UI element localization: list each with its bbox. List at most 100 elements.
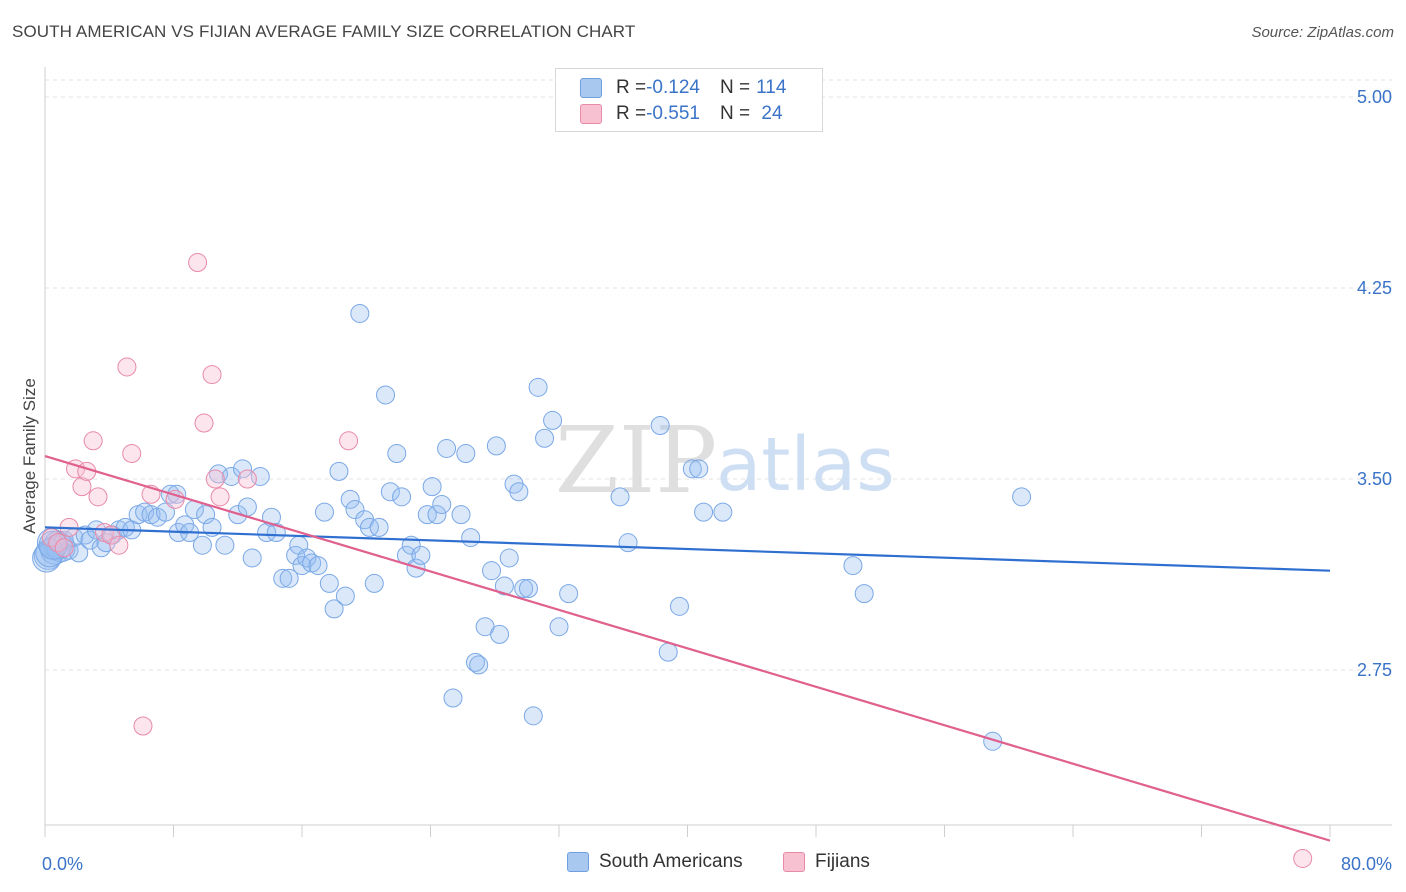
point-south-american [1012, 487, 1032, 507]
point-south-american [669, 596, 689, 616]
point-south-american [350, 303, 370, 323]
point-south-american [266, 522, 286, 542]
point-south-american [549, 617, 569, 637]
point-south-american [155, 502, 175, 522]
point-south-american [329, 461, 349, 481]
point-fijian [202, 365, 222, 385]
legend-r-value: -0.551 [646, 103, 700, 124]
point-south-american [345, 500, 365, 520]
point-south-american [543, 410, 563, 430]
point-south-american [411, 545, 431, 565]
point-south-american [843, 556, 863, 576]
legend-n-value: 114 [756, 77, 787, 98]
point-south-american [535, 428, 555, 448]
y-axis-label: Average Family Size [20, 378, 39, 534]
point-south-american [499, 548, 519, 568]
point-south-american [364, 573, 384, 593]
point-south-american [658, 642, 678, 662]
point-south-american [456, 444, 476, 464]
point-south-american [854, 584, 874, 604]
point-fijian [72, 477, 92, 497]
point-south-american [523, 706, 543, 726]
point-south-american [273, 568, 293, 588]
data-points [32, 253, 1313, 868]
point-south-american [490, 624, 510, 644]
point-south-american [417, 505, 437, 525]
point-south-american [432, 494, 452, 514]
x-tick-label: 80.0% [1341, 854, 1392, 874]
point-south-american [494, 576, 514, 596]
point-fijian [188, 253, 208, 273]
y-tick-label: 5.00 [1357, 87, 1392, 107]
point-south-american [380, 482, 400, 502]
point-south-american [196, 505, 216, 525]
point-south-american [461, 528, 481, 548]
point-south-american [469, 655, 489, 675]
point-fijian [165, 489, 185, 509]
point-south-american [682, 459, 702, 479]
point-south-american [482, 561, 502, 581]
legend-row-fijians: R = -0.551 N = 24 [580, 101, 783, 127]
point-south-american [618, 533, 638, 553]
point-south-american [286, 545, 306, 565]
point-south-american [233, 459, 253, 479]
legend-r-label: R = [616, 77, 647, 98]
point-south-american [427, 505, 447, 525]
source-credit: Source: ZipAtlas.com [1251, 24, 1394, 41]
point-south-american [319, 573, 339, 593]
point-south-american [518, 579, 538, 599]
series-swatch-pink [783, 852, 805, 872]
point-south-american [242, 548, 262, 568]
legend-n-label: N = [719, 77, 751, 98]
series-legend-south-americans: South Americans [567, 851, 743, 873]
point-south-american [451, 505, 471, 525]
point-south-american [340, 489, 360, 509]
gridlines [45, 79, 1392, 671]
point-fijian [210, 487, 230, 507]
point-fijian [109, 535, 129, 555]
point-fijian [194, 413, 214, 433]
point-fijian [48, 533, 68, 553]
legend-r-value: -0.124 [646, 77, 700, 98]
point-south-american [528, 377, 548, 397]
point-fijian [117, 357, 137, 377]
point-south-american [69, 543, 89, 563]
axes [44, 67, 1392, 837]
point-south-american [376, 385, 396, 405]
axis-labels: 5.00 4.25 3.50 2.75 0.0% 80.0% Average Family … [20, 87, 1392, 874]
point-south-american [486, 436, 506, 456]
point-fijian [237, 469, 257, 489]
series-swatch-blue [567, 852, 589, 872]
point-south-american [650, 416, 670, 436]
point-fijian [1293, 848, 1313, 868]
stats-legend: R = -0.124 N = 114 R = -0.551 N = 24 [555, 68, 823, 132]
y-tick-label: 4.25 [1357, 278, 1392, 298]
trend-line-south-americans [44, 526, 1331, 572]
point-fijian [339, 431, 359, 451]
point-south-american [559, 584, 579, 604]
point-south-american [221, 466, 241, 486]
y-tick-label: 2.75 [1357, 660, 1392, 680]
legend-swatch-pink [580, 104, 602, 124]
point-south-american [392, 487, 412, 507]
point-south-american [237, 497, 257, 517]
point-south-american [610, 487, 630, 507]
point-fijian [54, 538, 74, 558]
point-south-american [422, 477, 442, 497]
point-south-american [324, 599, 344, 619]
point-south-american [335, 586, 355, 606]
point-south-american [369, 517, 389, 537]
point-fijian [122, 444, 142, 464]
watermark: ZIP atlas [555, 407, 895, 514]
chart-title: SOUTH AMERICAN VS FIJIAN AVERAGE FAMILY … [12, 22, 636, 41]
legend-row-south-americans: R = -0.124 N = 114 [580, 75, 786, 101]
point-south-american [314, 502, 334, 522]
point-south-american [465, 652, 485, 672]
point-fijian [205, 469, 225, 489]
y-tick-label: 3.50 [1357, 469, 1392, 489]
point-fijian [133, 716, 153, 736]
x-tick-label: 0.0% [42, 854, 83, 874]
point-fijian [88, 487, 108, 507]
series-legend: South Americans Fijians [0, 851, 1406, 879]
